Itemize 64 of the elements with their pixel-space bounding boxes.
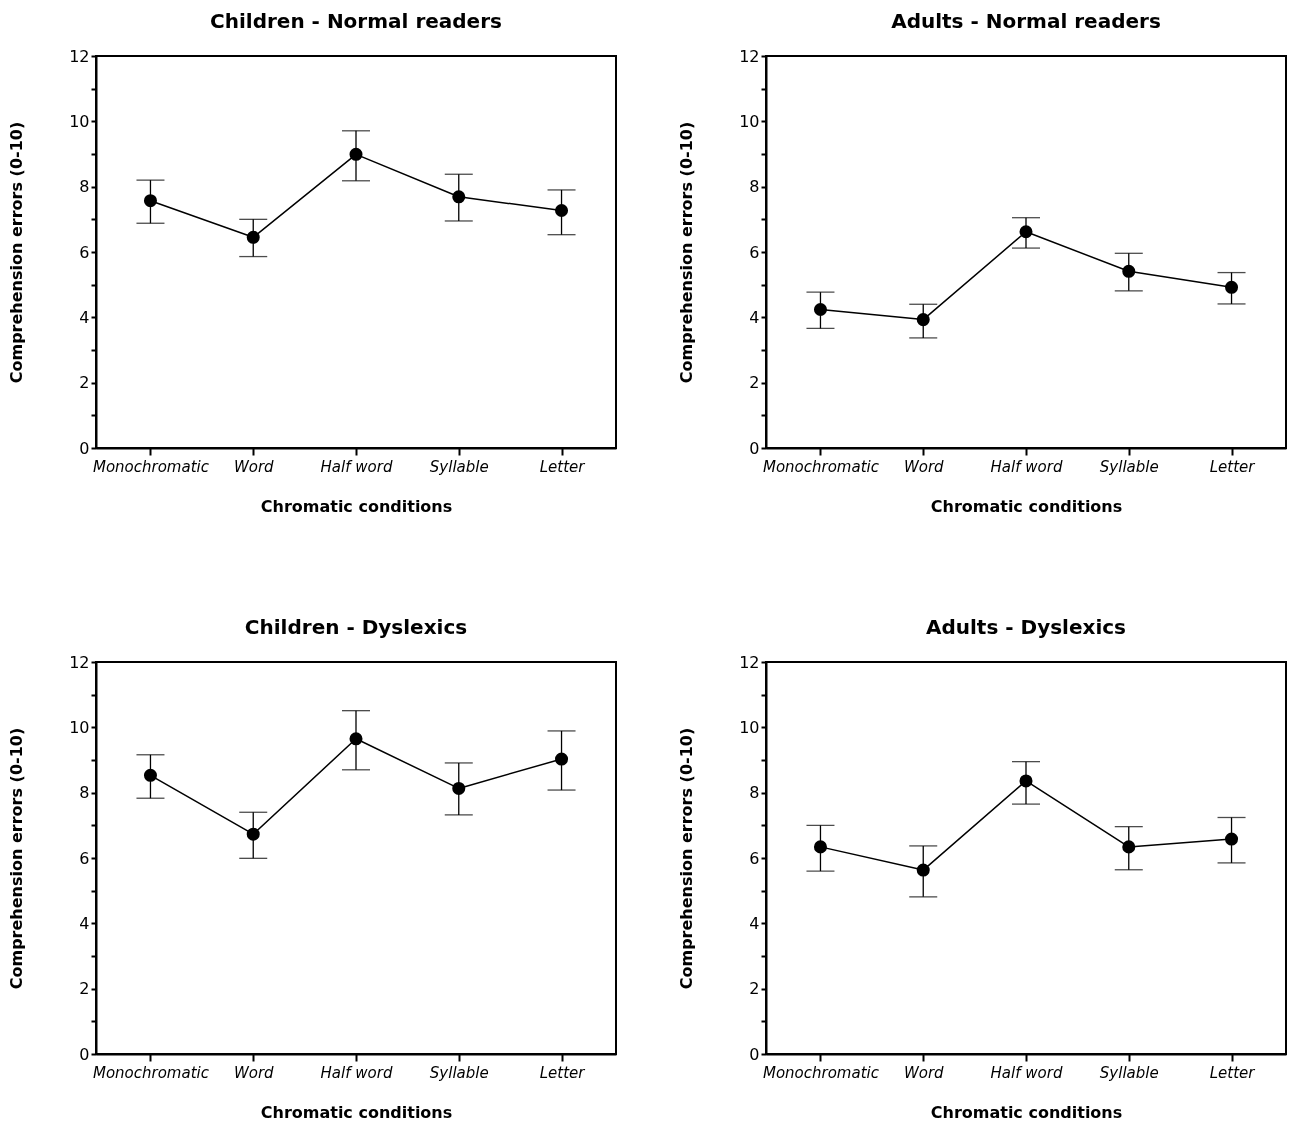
x-tick-label: Syllable <box>1099 457 1159 476</box>
y-axis-title: Comprehension errors (0-10) <box>7 121 27 384</box>
x-tick-label: Monochromatic <box>92 1063 210 1082</box>
x-tick-label: Letter <box>539 457 586 476</box>
y-tick-label: 6 <box>749 848 760 868</box>
y-tick-label: 10 <box>739 111 760 131</box>
x-tick-label: Syllable <box>429 457 489 476</box>
y-tick-label: 8 <box>749 177 760 197</box>
point <box>555 204 569 218</box>
x-tick-label: Syllable <box>1099 1063 1159 1082</box>
x-tick-label: Half word <box>990 457 1063 476</box>
y-tick-label: 2 <box>79 979 90 999</box>
y-axis-title: Comprehension errors (0-10) <box>7 727 27 990</box>
x-tick-label: Letter <box>1209 1063 1256 1082</box>
y-tick-label: 0 <box>79 1044 90 1064</box>
x-tick-label: Word <box>233 457 275 476</box>
x-axis-title: Chromatic conditions <box>930 496 1123 516</box>
y-tick-label: 0 <box>749 1044 760 1064</box>
y-tick-label: 8 <box>79 783 90 803</box>
x-tick-label: Half word <box>990 1063 1063 1082</box>
x-tick-label: Word <box>233 1063 275 1082</box>
y-tick-label: 4 <box>749 307 760 327</box>
x-tick-label: Monochromatic <box>762 1063 880 1082</box>
y-axis-title: Comprehension errors (0-10) <box>677 727 697 990</box>
y-tick-label: 12 <box>739 46 760 66</box>
y-tick-label: 6 <box>79 242 90 262</box>
chart-title: Adults - Dyslexics <box>925 615 1127 639</box>
chart-title: Adults - Normal readers <box>891 9 1161 33</box>
y-tick-label: 0 <box>749 438 760 458</box>
x-tick-label: Word <box>903 457 945 476</box>
y-tick-label: 2 <box>749 373 760 393</box>
y-tick-label: 4 <box>749 913 760 933</box>
y-tick-label: 2 <box>79 373 90 393</box>
y-tick-label: 4 <box>79 307 90 327</box>
y-tick-label: 8 <box>749 783 760 803</box>
x-axis-title: Chromatic conditions <box>260 496 453 516</box>
chart-title: Children - Dyslexics <box>244 615 468 639</box>
y-tick-label: 0 <box>79 438 90 458</box>
x-axis-title: Chromatic conditions <box>930 1102 1123 1122</box>
y-tick-label: 10 <box>69 111 90 131</box>
y-tick-label: 10 <box>739 717 760 737</box>
point <box>813 302 827 316</box>
y-tick-label: 2 <box>749 979 760 999</box>
x-tick-label: Half word <box>320 1063 393 1082</box>
x-tick-label: Word <box>903 1063 945 1082</box>
x-axis-title: Chromatic conditions <box>260 1102 453 1122</box>
point <box>555 752 569 766</box>
x-tick-label: Monochromatic <box>92 457 210 476</box>
x-tick-label: Half word <box>320 457 393 476</box>
x-tick-label: Letter <box>1209 457 1256 476</box>
y-tick-label: 12 <box>69 652 90 672</box>
x-tick-label: Letter <box>539 1063 586 1082</box>
y-tick-label: 12 <box>69 46 90 66</box>
y-axis-title: Comprehension errors (0-10) <box>677 121 697 384</box>
y-tick-label: 4 <box>79 913 90 933</box>
chart-title: Children - Normal readers <box>210 9 502 33</box>
y-tick-label: 8 <box>79 177 90 197</box>
y-tick-label: 10 <box>69 717 90 737</box>
x-tick-label: Monochromatic <box>762 457 880 476</box>
y-tick-label: 6 <box>749 242 760 262</box>
y-tick-label: 6 <box>79 848 90 868</box>
x-tick-label: Syllable <box>429 1063 489 1082</box>
point <box>1225 832 1239 846</box>
y-tick-label: 12 <box>739 652 760 672</box>
